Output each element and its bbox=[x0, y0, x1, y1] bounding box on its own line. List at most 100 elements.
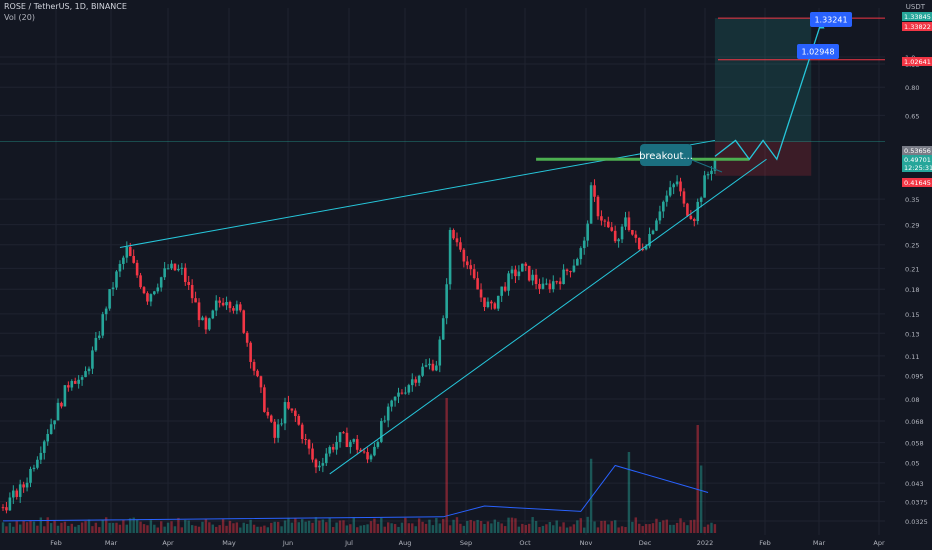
price-tag bbox=[902, 178, 932, 187]
volume-bar bbox=[142, 524, 146, 533]
volume-bar bbox=[411, 523, 414, 533]
candle-body bbox=[496, 295, 500, 309]
volume-bar bbox=[311, 522, 314, 533]
volume-bar bbox=[146, 525, 149, 533]
candle-body bbox=[245, 332, 249, 343]
candle-body bbox=[380, 421, 383, 442]
volume-bar bbox=[15, 521, 18, 533]
volume-bar bbox=[184, 519, 187, 533]
candle-body bbox=[448, 229, 452, 285]
candle-body bbox=[287, 402, 290, 409]
volume-bar bbox=[1, 522, 5, 533]
volume-bar bbox=[366, 524, 369, 533]
price-tag bbox=[902, 57, 932, 66]
volume-bar bbox=[29, 520, 32, 533]
volume-bar bbox=[187, 520, 190, 533]
candle-body bbox=[548, 283, 552, 290]
volume-bar bbox=[287, 517, 290, 533]
volume-bar bbox=[135, 519, 139, 533]
volume-bar bbox=[583, 527, 586, 533]
candle-body bbox=[538, 284, 541, 289]
volume-bar bbox=[301, 519, 304, 533]
volume-bar bbox=[56, 525, 60, 533]
candle-body bbox=[29, 468, 32, 483]
lower-trendline bbox=[329, 158, 767, 475]
y-tick-label: 0.058 bbox=[905, 440, 924, 448]
candle-body bbox=[551, 281, 555, 290]
candle-body bbox=[455, 238, 459, 243]
candle-body bbox=[699, 197, 703, 202]
volume-bar bbox=[390, 523, 393, 533]
volume-bar bbox=[163, 526, 166, 533]
volume-bar bbox=[94, 522, 98, 533]
price-tag-label: 0.41645 bbox=[904, 179, 931, 187]
volume-bar bbox=[569, 526, 572, 533]
candle-body bbox=[441, 318, 445, 340]
candle-body bbox=[280, 423, 283, 425]
volume-bar bbox=[115, 522, 118, 533]
volume-bar bbox=[524, 524, 527, 533]
candle-body bbox=[170, 263, 173, 269]
volume-bar bbox=[104, 517, 108, 533]
candle-body bbox=[479, 289, 483, 298]
volume-bar bbox=[129, 518, 132, 533]
volume-bar bbox=[686, 525, 689, 533]
volume-bar bbox=[521, 523, 524, 533]
volume-bar bbox=[74, 526, 77, 533]
volume-bar bbox=[245, 523, 249, 533]
candle-body bbox=[331, 447, 335, 450]
volume-bar bbox=[194, 525, 197, 533]
volume-bar bbox=[435, 518, 438, 533]
volume-bar bbox=[431, 525, 435, 533]
volume-bar bbox=[373, 518, 376, 533]
price-tag-label: 0.49701 bbox=[904, 156, 931, 164]
volume-bar bbox=[87, 519, 91, 533]
x-tick-label: May bbox=[222, 539, 236, 547]
candle-body bbox=[462, 249, 466, 262]
volume-bar bbox=[641, 526, 644, 533]
volume-bar bbox=[672, 524, 675, 533]
volume-bar bbox=[318, 520, 321, 533]
candle-body bbox=[60, 402, 63, 407]
candle-body bbox=[177, 268, 180, 271]
candle-body bbox=[70, 381, 74, 388]
volume-bar bbox=[507, 517, 510, 533]
candle-body bbox=[404, 392, 407, 394]
y-tick-label: 0.043 bbox=[905, 480, 924, 488]
price-axis-bg bbox=[885, 0, 932, 550]
volume-bar bbox=[548, 521, 552, 533]
volume-bar bbox=[607, 524, 610, 533]
candle-body bbox=[242, 310, 246, 333]
candle-body bbox=[163, 268, 166, 278]
candle-body bbox=[42, 441, 46, 453]
candle-body bbox=[524, 263, 528, 266]
volume-bar bbox=[407, 523, 411, 533]
volume-bar bbox=[503, 526, 507, 533]
candle-body bbox=[514, 269, 517, 277]
y-tick-label: 0.35 bbox=[905, 196, 919, 204]
candle-body bbox=[565, 269, 569, 272]
candle-body bbox=[414, 379, 418, 383]
candle-body bbox=[263, 387, 266, 412]
candle-body bbox=[452, 229, 455, 239]
volume-bar bbox=[235, 522, 239, 533]
candle-body bbox=[507, 273, 510, 291]
candle-body bbox=[472, 269, 476, 279]
candle-body bbox=[531, 274, 534, 281]
candle-body bbox=[610, 227, 614, 231]
candle-body bbox=[593, 185, 596, 197]
volume-bar bbox=[266, 527, 270, 533]
candle-body bbox=[94, 337, 98, 351]
volume-bar bbox=[297, 522, 300, 533]
x-tick-label: Sep bbox=[460, 539, 472, 547]
candle-body bbox=[393, 396, 397, 401]
candle-body bbox=[142, 287, 146, 294]
volume-bar bbox=[706, 524, 710, 533]
candle-body bbox=[596, 196, 600, 217]
price-tag bbox=[902, 155, 932, 164]
candle-body bbox=[80, 377, 84, 380]
candle-body bbox=[135, 262, 139, 276]
volume-bar bbox=[36, 525, 39, 533]
y-tick-label: 0.29 bbox=[905, 222, 919, 230]
